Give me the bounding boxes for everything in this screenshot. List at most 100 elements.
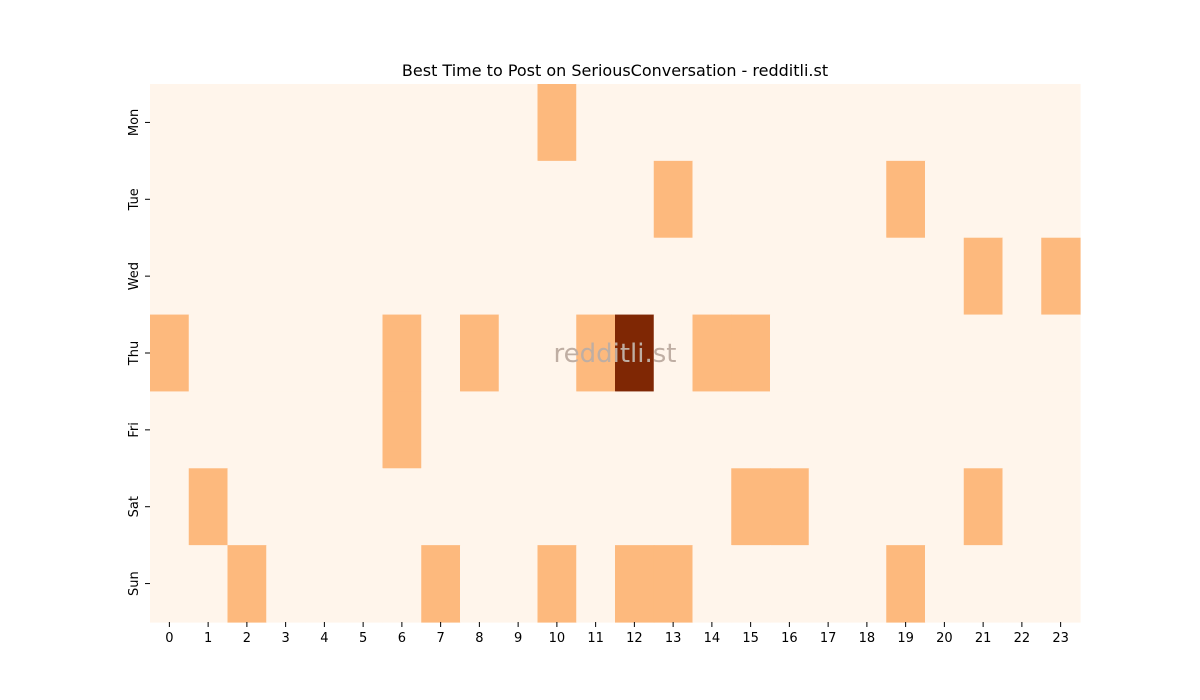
heatmap-cell-sat-1 [188,468,229,546]
heatmap-cell-sun-0 [150,545,190,623]
heatmap-cell-thu-23 [1041,314,1081,393]
heatmap-cell-mon-19 [886,84,926,162]
heatmap-cell-wed-0 [150,237,190,316]
heatmap-cell-fri-12 [615,391,655,469]
heatmap-cell-tue-4 [305,160,345,239]
heatmap-cell-thu-3 [266,314,306,393]
heatmap-cell-sat-17 [808,468,849,546]
heatmap-cell-thu-4 [305,314,345,393]
heatmap-cell-sun-21 [963,545,1004,623]
heatmap-cell-sat-16 [770,468,810,546]
heatmap-cell-fri-0 [150,391,190,469]
heatmap-cell-wed-6 [382,237,422,316]
heatmap-cell-fri-6 [382,391,422,469]
heatmap-cell-sat-8 [460,468,500,546]
heatmap-cell-fri-9 [498,391,539,469]
heatmap-cell-mon-5 [343,84,384,162]
heatmap-cell-mon-13 [653,84,694,162]
heatmap-cell-sat-22 [1002,468,1042,546]
heatmap-cell-wed-5 [343,237,384,316]
heatmap-cell-fri-22 [1002,391,1042,469]
heatmap-cell-mon-17 [808,84,849,162]
heatmap-cell-tue-11 [576,160,616,239]
x-tick-label: 12 [626,631,643,646]
heatmap-cell-thu-11 [576,314,616,393]
watermark: redditli.st [554,339,677,369]
heatmap-cell-fri-17 [808,391,849,469]
heatmap-cell-sun-5 [343,545,384,623]
heatmap-cell-sun-2 [227,545,267,623]
heatmap-cell-sun-13 [653,545,694,623]
heatmap-cell-wed-8 [460,237,500,316]
x-tick-label: 7 [436,631,444,646]
heatmap-cell-mon-12 [615,84,655,162]
heatmap-cell-sat-2 [227,468,267,546]
heatmap-cell-sat-13 [653,468,694,546]
heatmap-cell-sun-3 [266,545,306,623]
heatmap-cell-wed-22 [1002,237,1042,316]
heatmap-cell-thu-6 [382,314,422,393]
heatmap-cell-thu-14 [692,314,732,393]
heatmap-cell-wed-23 [1041,237,1081,316]
x-tick-label: 4 [320,631,328,646]
heatmap-cell-thu-9 [498,314,539,393]
y-tick-label: Mon [127,109,142,136]
heatmap-cell-fri-4 [305,391,345,469]
heatmap-cell-tue-15 [731,160,771,239]
heatmap-cell-fri-20 [925,391,965,469]
heatmap-cell-tue-21 [963,160,1004,239]
heatmap-cell-mon-0 [150,84,190,162]
heatmap-cell-thu-8 [460,314,500,393]
heatmap-cell-sat-15 [731,468,771,546]
heatmap-cell-wed-20 [925,237,965,316]
heatmap-cell-sun-17 [808,545,849,623]
x-tick-label: 13 [665,631,682,646]
heatmap-cell-mon-18 [847,84,887,162]
heatmap-cell-fri-16 [770,391,810,469]
heatmap-cell-sat-4 [305,468,345,546]
heatmap-cell-sat-21 [963,468,1004,546]
heatmap-cell-thu-22 [1002,314,1042,393]
heatmap-cell-tue-7 [421,160,461,239]
heatmap-cell-tue-0 [150,160,190,239]
heatmap-cell-fri-10 [537,391,577,469]
heatmap-cell-thu-12 [615,314,655,393]
heatmap-cell-wed-2 [227,237,267,316]
heatmap-cell-sun-10 [537,545,577,623]
heatmap-cell-mon-1 [188,84,229,162]
heatmap-cell-tue-12 [615,160,655,239]
heatmap-cell-mon-14 [692,84,732,162]
x-tick-label: 3 [281,631,289,646]
x-tick-label: 16 [781,631,798,646]
heatmap-cell-sun-7 [421,545,461,623]
heatmap-cell-wed-14 [692,237,732,316]
x-tick-label: 1 [204,631,212,646]
heatmap-cell-wed-7 [421,237,461,316]
heatmap-cell-wed-17 [808,237,849,316]
heatmap-cell-tue-19 [886,160,926,239]
heatmap-cell-tue-6 [382,160,422,239]
heatmap-cell-sat-7 [421,468,461,546]
heatmap-cell-thu-7 [421,314,461,393]
y-tick-label: Fri [127,422,142,438]
heatmap-cell-thu-21 [963,314,1004,393]
heatmap-cell-sun-14 [692,545,732,623]
heatmap-cell-fri-5 [343,391,384,469]
heatmap-cell-fri-15 [731,391,771,469]
heatmap-cell-sun-16 [770,545,810,623]
heatmap-cell-wed-21 [963,237,1004,316]
heatmap-cell-mon-16 [770,84,810,162]
heatmap-cell-sun-20 [925,545,965,623]
heatmap-cell-thu-18 [847,314,887,393]
heatmap-cell-fri-23 [1041,391,1081,469]
heatmap-cell-mon-15 [731,84,771,162]
heatmap-cell-wed-11 [576,237,616,316]
heatmap-cell-mon-4 [305,84,345,162]
y-axis: Mon Tue Wed Thu Fri Sat Sun [127,109,150,596]
heatmap-cell-mon-23 [1041,84,1081,162]
heatmap-cell-tue-2 [227,160,267,239]
heatmap-cell-thu-0 [150,314,190,393]
heatmap-cell-sun-1 [188,545,229,623]
heatmap-cell-mon-22 [1002,84,1042,162]
heatmap-cell-sat-6 [382,468,422,546]
